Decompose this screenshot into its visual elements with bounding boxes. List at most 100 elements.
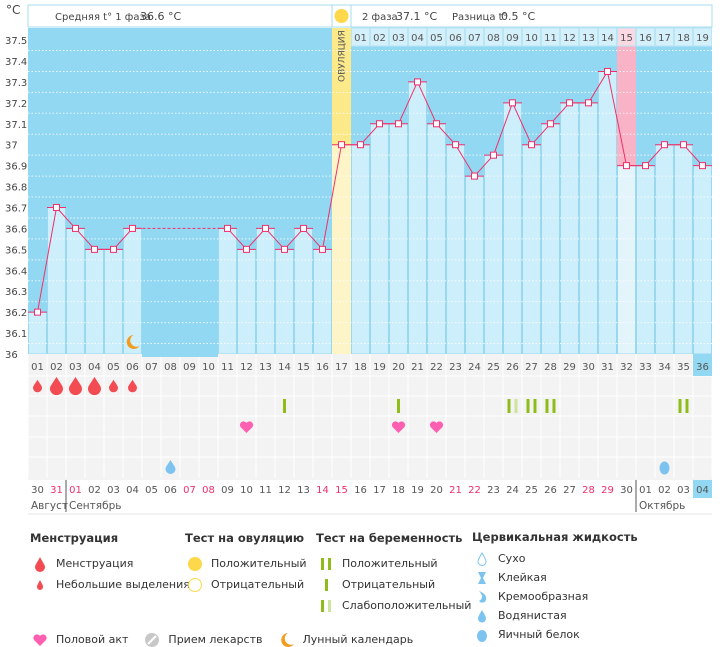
- y-tick-label: 36: [5, 350, 18, 361]
- sun-filled-icon: [185, 556, 205, 572]
- cycle-day-label: 20: [392, 362, 405, 373]
- temperature-point: [72, 224, 79, 232]
- legend-label: Сухо: [498, 552, 526, 565]
- cycle-day-label: 36: [696, 362, 709, 373]
- temperature-point: [376, 120, 383, 128]
- date-label: 09: [221, 485, 234, 496]
- temperature-bar: [28, 311, 47, 355]
- temperature-point: [129, 224, 136, 232]
- month-label: Октябрь: [639, 500, 685, 512]
- temperature-bar: [256, 227, 275, 355]
- legend-label: Небольшие выделения: [56, 578, 190, 591]
- date-label: 22: [468, 485, 481, 496]
- temperature-point: [281, 245, 288, 253]
- egg-white-icon: [472, 628, 492, 642]
- temperature-bar: [503, 102, 522, 355]
- phase2-day-label: 14: [601, 33, 614, 44]
- date-label: 10: [240, 485, 253, 496]
- missing-marker: [142, 354, 218, 357]
- temperature-point: [528, 141, 535, 149]
- cycle-day-label: 35: [677, 362, 690, 373]
- phase2-day-cell: [674, 27, 693, 47]
- small-blood-drop-icon: [30, 579, 50, 591]
- cycle-day-label: 17: [335, 362, 348, 373]
- date-label: 01: [69, 485, 82, 496]
- phase2-day-cell: [522, 27, 541, 47]
- cycle-day-label: 19: [373, 362, 386, 373]
- legend-label: Отрицательный: [342, 578, 436, 591]
- temperature-line-segment: [398, 81, 418, 124]
- phase1-value: 36.6 °C: [140, 10, 181, 23]
- temperature-line-segment: [417, 81, 437, 124]
- diff-value: 0.5 °C: [501, 10, 535, 23]
- small-blood-drop-icon: [128, 379, 137, 393]
- y-tick-label: 36.1: [5, 329, 27, 340]
- phase2-day-label: 06: [449, 33, 462, 44]
- sun-icon: [334, 9, 349, 23]
- date-label: 25: [525, 485, 538, 496]
- cycle-day-label: 31: [601, 362, 614, 373]
- y-tick-label: 36.6: [5, 224, 27, 235]
- temperature-point: [243, 245, 250, 253]
- cycle-day-label: 30: [582, 362, 595, 373]
- header-box: [27, 4, 713, 28]
- date-label: 29: [601, 485, 614, 496]
- phase2-day-cell: [579, 27, 598, 47]
- phase2-day-label: 04: [411, 33, 424, 44]
- legend-ovulation-test: Тест на овуляцию Положительный Отрицател…: [185, 531, 307, 595]
- month-label: Август: [31, 500, 68, 512]
- legend-label: Менструация: [56, 557, 134, 570]
- cycle-day-label: 21: [411, 362, 424, 373]
- test-positive-icon: [533, 399, 537, 413]
- phase2-day-label: 12: [563, 33, 576, 44]
- temperature-bar: [693, 165, 712, 355]
- temperature-point: [110, 245, 117, 253]
- temperature-point: [547, 120, 554, 128]
- diff-label: Разница t°: [452, 12, 508, 23]
- phase2-day-cell: [560, 27, 579, 47]
- phase2-day-cell: [446, 27, 465, 47]
- temperature-point: [414, 78, 421, 86]
- cycle-day-label: 26: [506, 362, 519, 373]
- date-label: 06: [164, 485, 177, 496]
- legend-label: Положительный: [342, 557, 438, 570]
- test-positive-icon: [507, 399, 511, 413]
- date-label: 16: [354, 485, 367, 496]
- cycle-day-label: 24: [468, 362, 481, 373]
- legend-label: Кремообразная: [498, 590, 589, 603]
- y-tick-label: 36.5: [5, 245, 27, 256]
- sticky-icon: [472, 571, 492, 585]
- cycle-day-label: 04: [88, 362, 101, 373]
- cycle-day-label: 27: [525, 362, 538, 373]
- phase2-day-label: 16: [639, 33, 652, 44]
- date-label: 02: [658, 485, 671, 496]
- temperature-point: [699, 162, 706, 170]
- temperature-bar: [218, 227, 237, 355]
- temperature-point: [623, 162, 630, 170]
- heart-icon: [30, 633, 50, 647]
- y-tick-label: 37.2: [5, 99, 27, 110]
- y-tick-label: 36.8: [5, 183, 27, 194]
- legend-title: Менструация: [30, 531, 119, 545]
- cycle-day-label: 28: [544, 362, 557, 373]
- cycle-day-label: 01: [31, 362, 44, 373]
- temperature-line-segment: [37, 207, 57, 313]
- cycle-day-label: 03: [69, 362, 82, 373]
- ovulation-label: ОВУЛЯЦИЯ: [338, 30, 348, 82]
- blood-drop-icon: [88, 376, 101, 396]
- date-label: 08: [202, 485, 215, 496]
- temperature-point: [566, 99, 573, 107]
- phase2-day-cell: [598, 27, 617, 47]
- temperature-bar: [484, 154, 503, 355]
- cycle-day-label: 06: [126, 362, 139, 373]
- temperature-line-segment: [588, 71, 608, 104]
- cycle-day-label: 11: [221, 362, 234, 373]
- date-label: 01: [639, 485, 652, 496]
- phase2-day-cell: [617, 27, 636, 47]
- phase2-day-cell: [389, 27, 408, 47]
- legend-label: Водянистая: [498, 609, 567, 622]
- moon-icon: [126, 335, 140, 349]
- phase2-day-cell: [408, 27, 427, 47]
- date-label: 05: [145, 485, 158, 496]
- temperature-point: [395, 120, 402, 128]
